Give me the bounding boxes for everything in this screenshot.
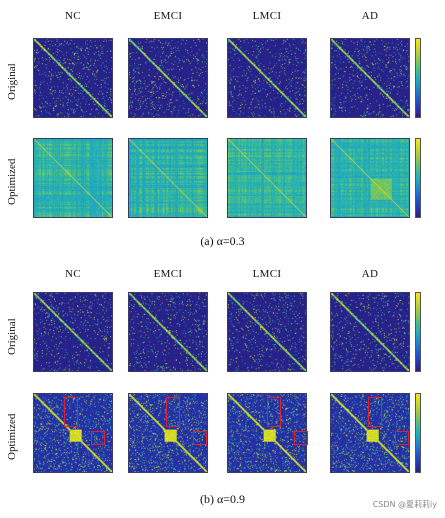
matrix-a-orig-ad xyxy=(330,38,410,118)
col-header-lmci-b: LMCI xyxy=(252,268,282,280)
watermark: CSDN @夏莉莉iy xyxy=(372,500,437,509)
caption-b: (b) α=0.9 xyxy=(199,492,246,506)
col-header-nc-b: NC xyxy=(65,268,81,280)
matrix-a-orig-lmci xyxy=(227,38,307,118)
col-header-ad-b: AD xyxy=(361,268,379,280)
highlight-box xyxy=(193,431,207,445)
row-label-original-b: Original xyxy=(6,318,18,355)
highlight-box xyxy=(166,397,180,427)
matrix-a-opt-ad xyxy=(330,138,410,218)
highlight-box xyxy=(294,431,308,445)
caption-a: (a) α=0.3 xyxy=(200,234,245,248)
matrix-b-orig-emci xyxy=(128,292,208,372)
matrix-a-opt-emci xyxy=(128,138,208,218)
highlight-box xyxy=(64,397,78,427)
matrix-b-opt-ad xyxy=(330,393,410,473)
matrix-b-opt-emci xyxy=(128,393,208,473)
colorbar-a-opt xyxy=(415,138,421,218)
col-header-emci-a: EMCI xyxy=(153,10,183,22)
matrix-a-opt-lmci xyxy=(227,138,307,218)
row-label-original-a: Original xyxy=(6,63,18,100)
matrix-b-orig-lmci xyxy=(227,292,307,372)
matrix-a-opt-nc xyxy=(33,138,113,218)
colorbar-b-opt xyxy=(415,393,421,473)
col-header-ad-a: AD xyxy=(361,10,379,22)
col-header-emci-b: EMCI xyxy=(153,268,183,280)
col-header-lmci-a: LMCI xyxy=(252,10,282,22)
highlight-box xyxy=(91,431,105,445)
row-label-optimized-a: Optimized xyxy=(6,158,18,205)
matrix-b-orig-nc xyxy=(33,292,113,372)
matrix-b-orig-ad xyxy=(330,292,410,372)
highlight-box xyxy=(267,397,281,427)
highlight-box xyxy=(395,431,409,445)
matrix-b-opt-nc xyxy=(33,393,113,473)
highlight-box xyxy=(368,397,382,427)
colorbar-b-orig xyxy=(415,292,421,372)
matrix-a-orig-nc xyxy=(33,38,113,118)
matrix-a-orig-emci xyxy=(128,38,208,118)
col-header-nc-a: NC xyxy=(65,10,81,22)
row-label-optimized-b: Optimized xyxy=(6,413,18,460)
colorbar-a-orig xyxy=(415,38,421,118)
